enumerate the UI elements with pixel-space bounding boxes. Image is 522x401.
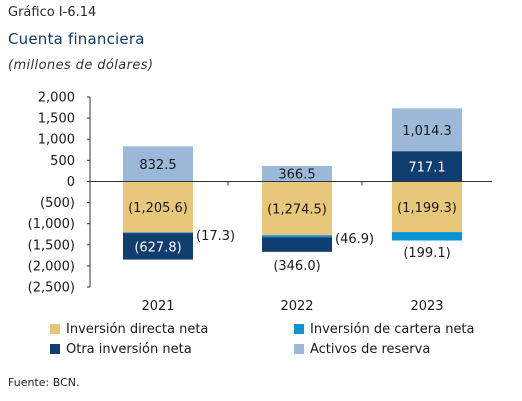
bar-2021-series-1 (123, 232, 193, 234)
legend-label: Activos de reserva (310, 342, 431, 357)
legend-label: Inversión directa neta (66, 322, 209, 337)
y-tick-label: (1,000) (28, 217, 75, 232)
bar-2023-series-1 (392, 232, 462, 241)
legend-item-other-investment: Otra inversión neta (50, 342, 192, 357)
bar-2022-series-1 (262, 235, 332, 238)
y-tick-label: (2,500) (28, 281, 75, 296)
data-label-other-2021: (627.8) (134, 240, 181, 255)
chart-title: Cuenta financiera (8, 30, 145, 48)
legend-item-reserves: Activos de reserva (294, 342, 430, 357)
y-tick-label: 2,000 (38, 91, 75, 106)
legend-swatch (294, 344, 304, 354)
legend-item-fdi: Inversión directa neta (50, 322, 208, 337)
bar-2021-series-3 (123, 146, 193, 182)
bar-2021-series-2 (123, 233, 193, 260)
bar-2022-series-3 (262, 165, 332, 182)
data-label-reserves-2023: 1,014.3 (402, 124, 452, 139)
x-tick-label: 2022 (280, 299, 313, 314)
bar-2023-series-0 (392, 181, 462, 233)
bar-2023-series-2 (392, 151, 462, 182)
chart-number: Gráfico I-6.14 (8, 5, 97, 20)
data-label-other-2022: (346.0) (273, 259, 320, 274)
data-label-reserves-2022: 366.5 (278, 168, 315, 183)
data-label-other-2023: 717.1 (408, 160, 445, 175)
source-note: Fuente: BCN. (8, 376, 80, 389)
x-tick-label: 2021 (141, 299, 174, 314)
data-label-fdi-2021: (1,205.6) (128, 201, 188, 216)
data-label-portfolio-2023: (199.1) (403, 246, 450, 261)
legend-label: Inversión de cartera neta (310, 322, 475, 337)
bar-2021-series-0 (123, 181, 193, 233)
data-label-fdi-2023: (1,199.3) (397, 201, 457, 216)
chart-subtitle: (millones de dólares) (8, 58, 154, 73)
y-tick-label: 1,000 (38, 133, 75, 148)
legend-swatch (50, 324, 60, 334)
y-tick-label: 500 (50, 154, 75, 169)
y-tick-label: (2,000) (28, 259, 75, 274)
x-tick-label: 2023 (410, 299, 443, 314)
data-label-portfolio-2021: (17.3) (196, 229, 235, 244)
legend-swatch (294, 324, 304, 334)
legend-swatch (50, 344, 60, 354)
data-label-fdi-2022: (1,274.5) (267, 202, 327, 217)
legend-label: Otra inversión neta (66, 342, 192, 357)
y-tick-label: (500) (40, 196, 75, 211)
bar-2023-series-3 (392, 108, 462, 152)
y-tick-label: 0 (67, 175, 75, 190)
y-tick-label: (1,500) (28, 238, 75, 253)
legend-item-portfolio: Inversión de cartera neta (294, 322, 475, 337)
data-label-portfolio-2022: (46.9) (335, 232, 374, 247)
y-tick-label: 1,500 (38, 112, 75, 127)
bar-2022-series-2 (262, 237, 332, 252)
bar-2022-series-0 (262, 181, 332, 236)
data-label-reserves-2021: 832.5 (139, 158, 176, 173)
